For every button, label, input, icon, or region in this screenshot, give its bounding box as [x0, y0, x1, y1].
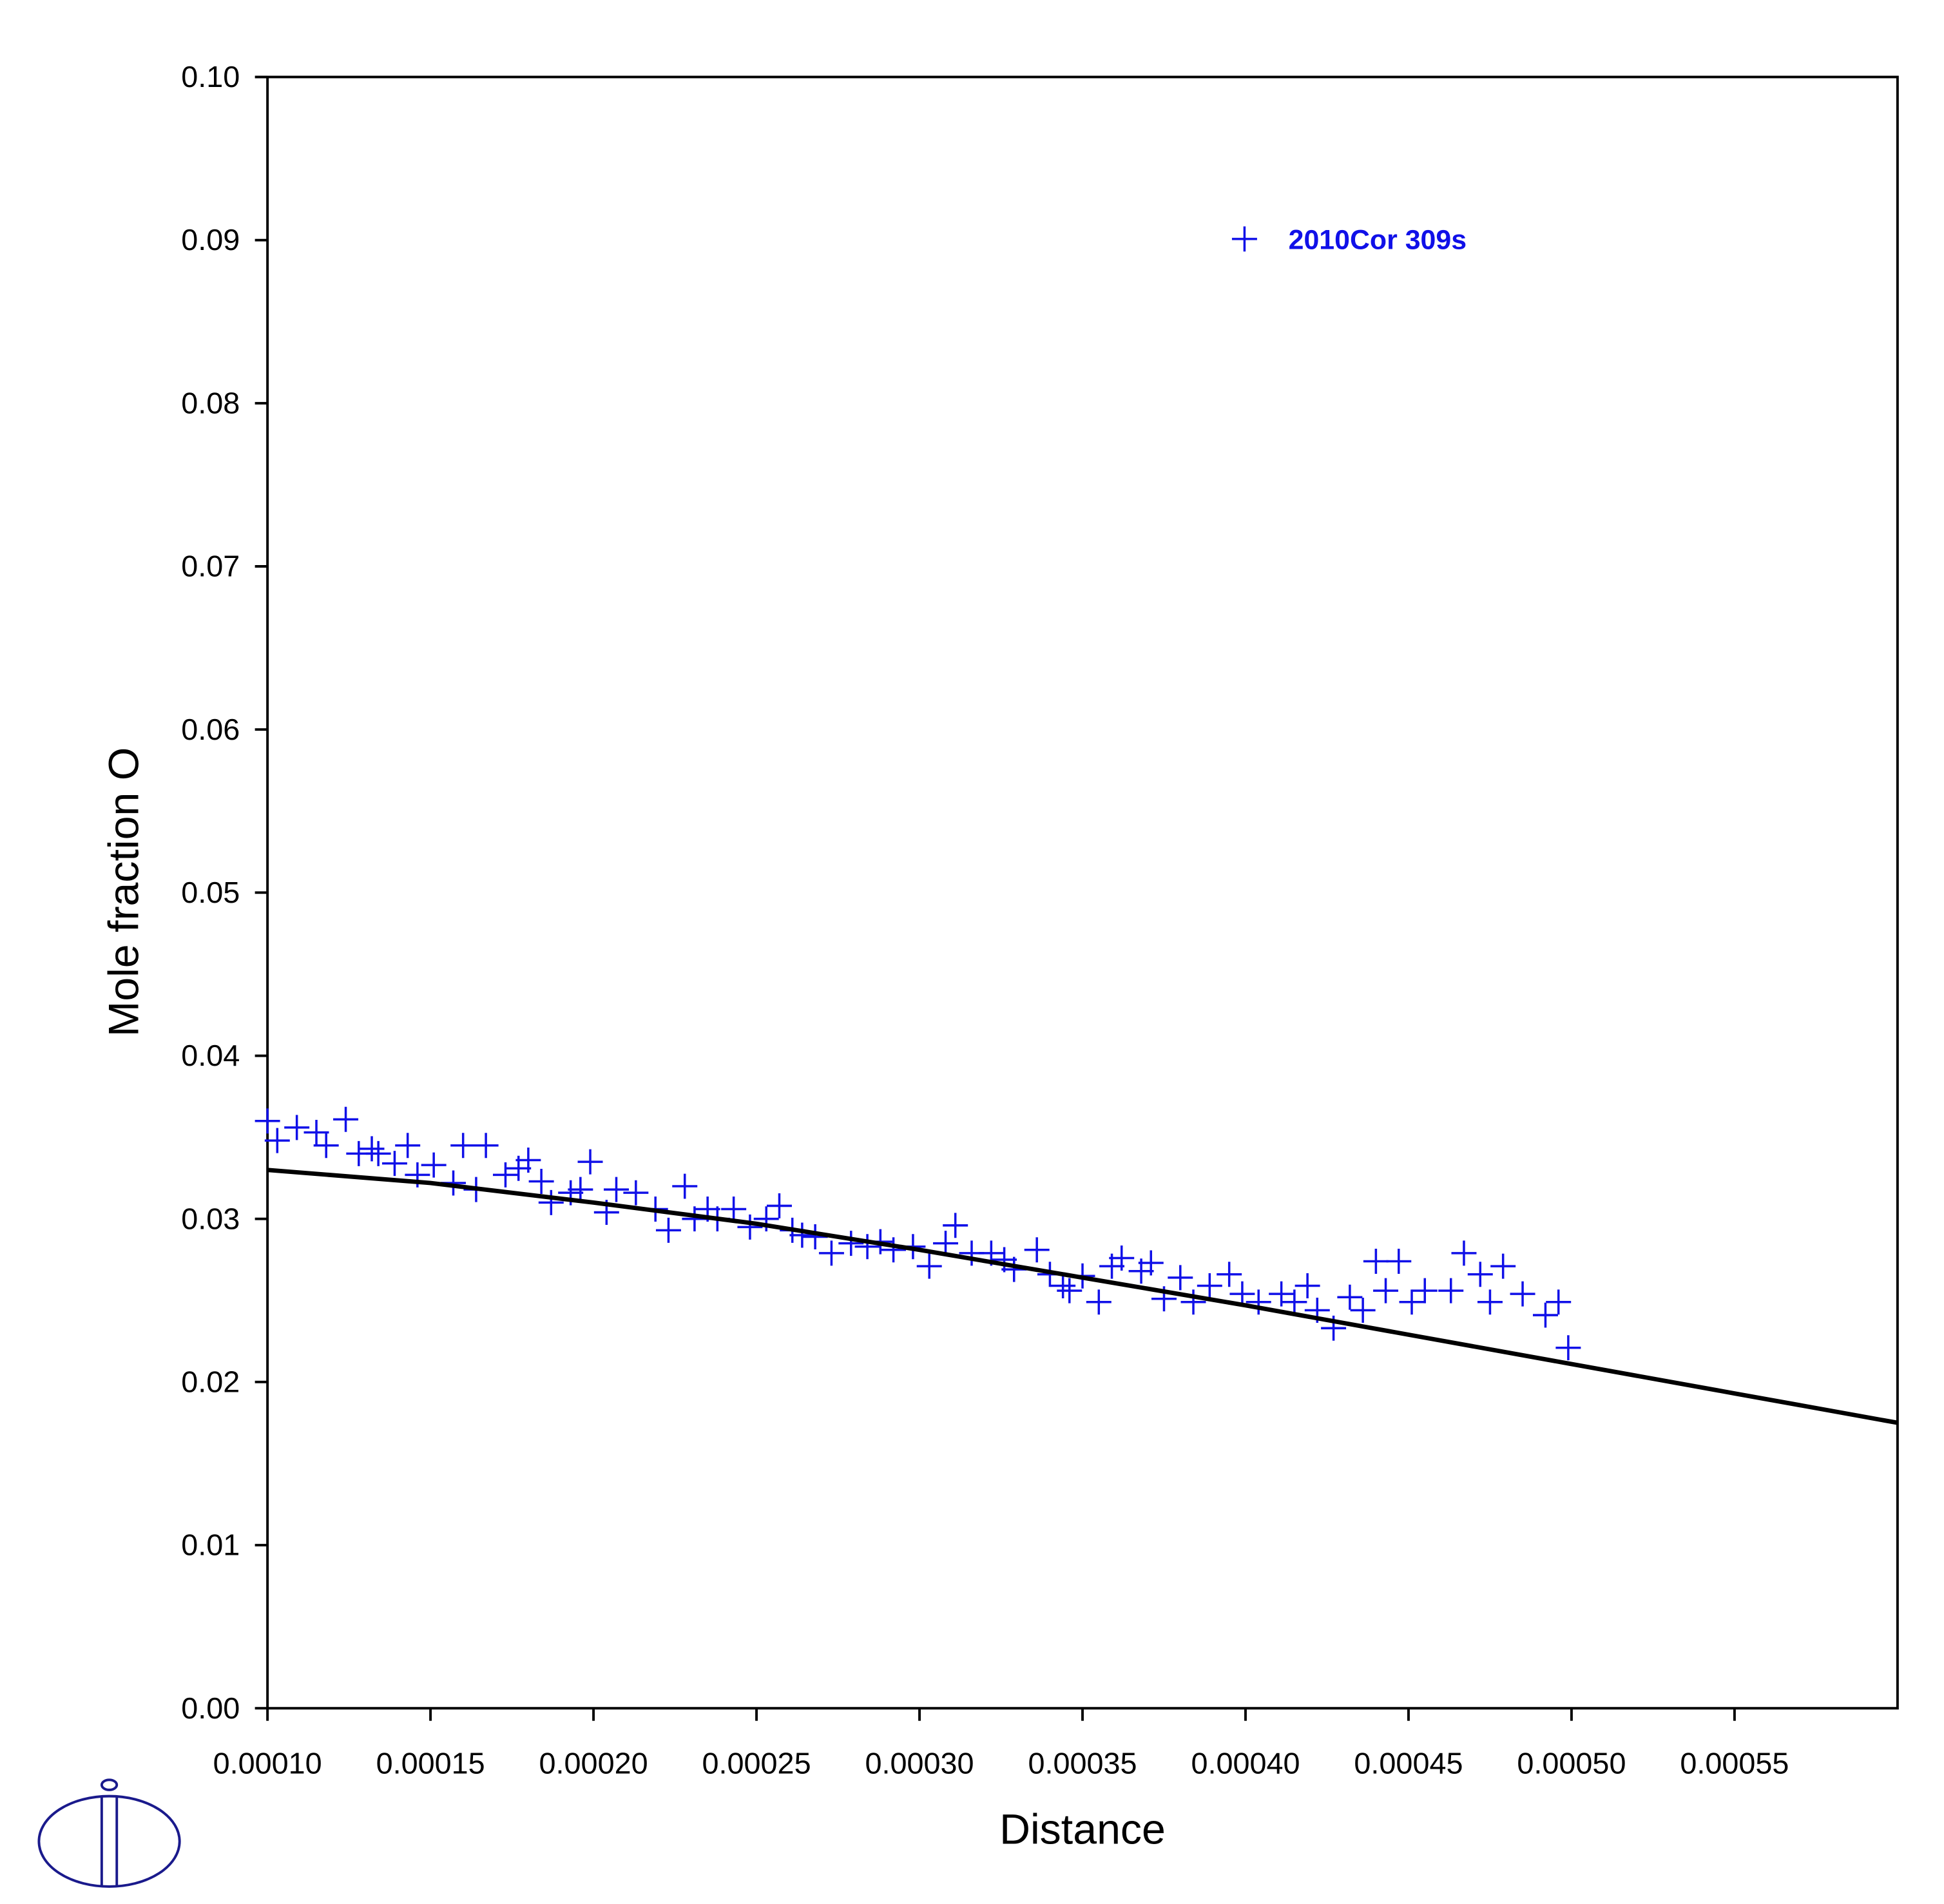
- data-point: [492, 1162, 518, 1188]
- data-line: [267, 1168, 1898, 1425]
- y-tick-label: 0.09: [181, 223, 240, 256]
- data-point: [1532, 1302, 1558, 1328]
- data-point: [1050, 1273, 1076, 1298]
- y-tick-label: 0.05: [181, 876, 240, 909]
- data-point: [1138, 1250, 1164, 1276]
- x-tick-label: 0.00050: [1517, 1747, 1626, 1780]
- data-point: [333, 1106, 359, 1132]
- data-point: [1350, 1297, 1376, 1323]
- data-point: [515, 1148, 541, 1173]
- data-point: [421, 1152, 447, 1178]
- x-tick-label: 0.00035: [1028, 1747, 1137, 1780]
- x-tick-label: 0.00015: [376, 1747, 485, 1780]
- data-point: [538, 1189, 564, 1215]
- data-point: [672, 1173, 698, 1199]
- data-point: [1451, 1240, 1477, 1266]
- data-point: [1086, 1289, 1112, 1315]
- data-point: [655, 1217, 681, 1243]
- data-point: [255, 1108, 280, 1134]
- x-tick-label: 0.00055: [1680, 1747, 1789, 1780]
- data-point: [577, 1149, 603, 1175]
- data-point: [854, 1234, 880, 1260]
- data-point: [1467, 1262, 1493, 1287]
- x-tick-label: 0.00020: [539, 1747, 648, 1780]
- logo: [37, 1778, 181, 1888]
- plot-frame: [266, 75, 1899, 1710]
- data-point: [818, 1240, 844, 1266]
- data-point: [365, 1140, 391, 1166]
- data-point: [528, 1168, 554, 1194]
- y-tick-label: 0.07: [181, 550, 240, 583]
- data-point: [1477, 1289, 1503, 1315]
- data-point: [1490, 1253, 1516, 1279]
- data-point: [395, 1133, 421, 1159]
- data-point: [789, 1222, 815, 1248]
- y-tick-label: 0.08: [181, 386, 240, 419]
- data-point: [568, 1177, 593, 1202]
- data-point: [359, 1136, 385, 1162]
- x-axis-title: Distance: [999, 1806, 1166, 1854]
- data-point: [284, 1115, 310, 1140]
- data-point: [1438, 1278, 1464, 1303]
- data-point: [1555, 1335, 1581, 1361]
- data-point: [1412, 1278, 1438, 1303]
- data-point: [766, 1193, 792, 1218]
- data-point: [450, 1133, 476, 1159]
- x-tick-label: 0.00010: [213, 1747, 322, 1780]
- data-point: [1057, 1278, 1083, 1303]
- data-point: [1109, 1245, 1135, 1271]
- data-point: [1337, 1284, 1363, 1310]
- data-point: [1180, 1289, 1206, 1315]
- x-tick-label: 0.00045: [1354, 1747, 1463, 1780]
- data-point: [1269, 1281, 1294, 1307]
- y-tick-label: 0.10: [181, 60, 240, 93]
- data-point: [381, 1151, 407, 1177]
- data-point: [604, 1177, 629, 1202]
- legend-marker: [1231, 226, 1257, 252]
- data-point: [1168, 1265, 1193, 1291]
- data-point: [313, 1133, 339, 1159]
- data-point: [1363, 1249, 1389, 1274]
- data-point: [992, 1247, 1017, 1273]
- data-point: [1510, 1281, 1535, 1307]
- data-point: [916, 1253, 942, 1279]
- data-point: [623, 1180, 649, 1206]
- y-tick-label: 0.06: [181, 713, 240, 746]
- x-tick-label: 0.00025: [702, 1747, 811, 1780]
- data-point: [473, 1133, 499, 1159]
- data-point: [1024, 1237, 1050, 1263]
- data-point: [721, 1197, 747, 1222]
- data-point: [802, 1224, 828, 1250]
- y-axis-title: Mole fraction O: [100, 747, 148, 1037]
- data-point: [303, 1120, 329, 1145]
- y-tick-label: 0.03: [181, 1202, 240, 1235]
- data-point: [1197, 1273, 1222, 1298]
- data-point: [737, 1214, 763, 1240]
- data-point: [1399, 1289, 1425, 1315]
- y-tick-label: 0.01: [181, 1528, 240, 1562]
- data-point: [1294, 1273, 1320, 1298]
- y-tick-label: 0.02: [181, 1365, 240, 1398]
- data-point: [1373, 1278, 1399, 1303]
- data-point: [838, 1231, 864, 1256]
- data-point: [1386, 1249, 1412, 1274]
- data-point: [1229, 1281, 1255, 1307]
- data-point: [943, 1213, 968, 1238]
- x-tick-label: 0.00040: [1191, 1747, 1300, 1780]
- legend-label: 2010Cor 309s: [1289, 225, 1467, 256]
- data-point: [881, 1237, 907, 1263]
- x-tick-label: 0.00030: [865, 1747, 974, 1780]
- data-point: [1282, 1289, 1307, 1315]
- data-point: [1546, 1289, 1572, 1315]
- data-point: [1246, 1289, 1271, 1315]
- data-point: [264, 1128, 290, 1153]
- y-tick-label: 0.00: [181, 1691, 240, 1725]
- data-point: [933, 1231, 958, 1256]
- y-tick-label: 0.04: [181, 1039, 240, 1072]
- data-point: [1217, 1262, 1242, 1287]
